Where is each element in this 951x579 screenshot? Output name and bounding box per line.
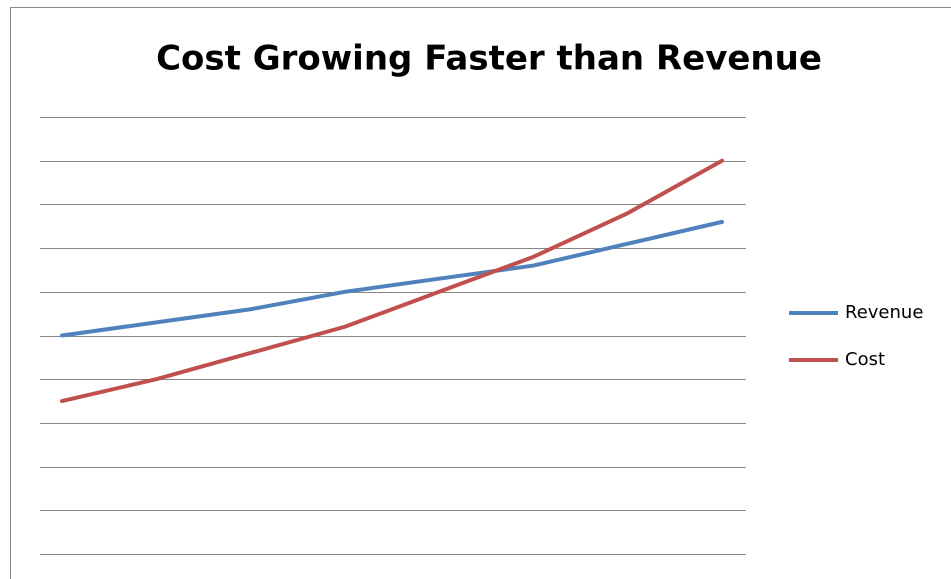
chart-title: Cost Growing Faster than Revenue [156, 39, 822, 79]
chart-border [10, 7, 951, 579]
legend-label: Cost [845, 349, 885, 370]
series-line [60, 219, 724, 338]
series-line [60, 158, 724, 404]
legend-label: Revenue [845, 302, 923, 323]
